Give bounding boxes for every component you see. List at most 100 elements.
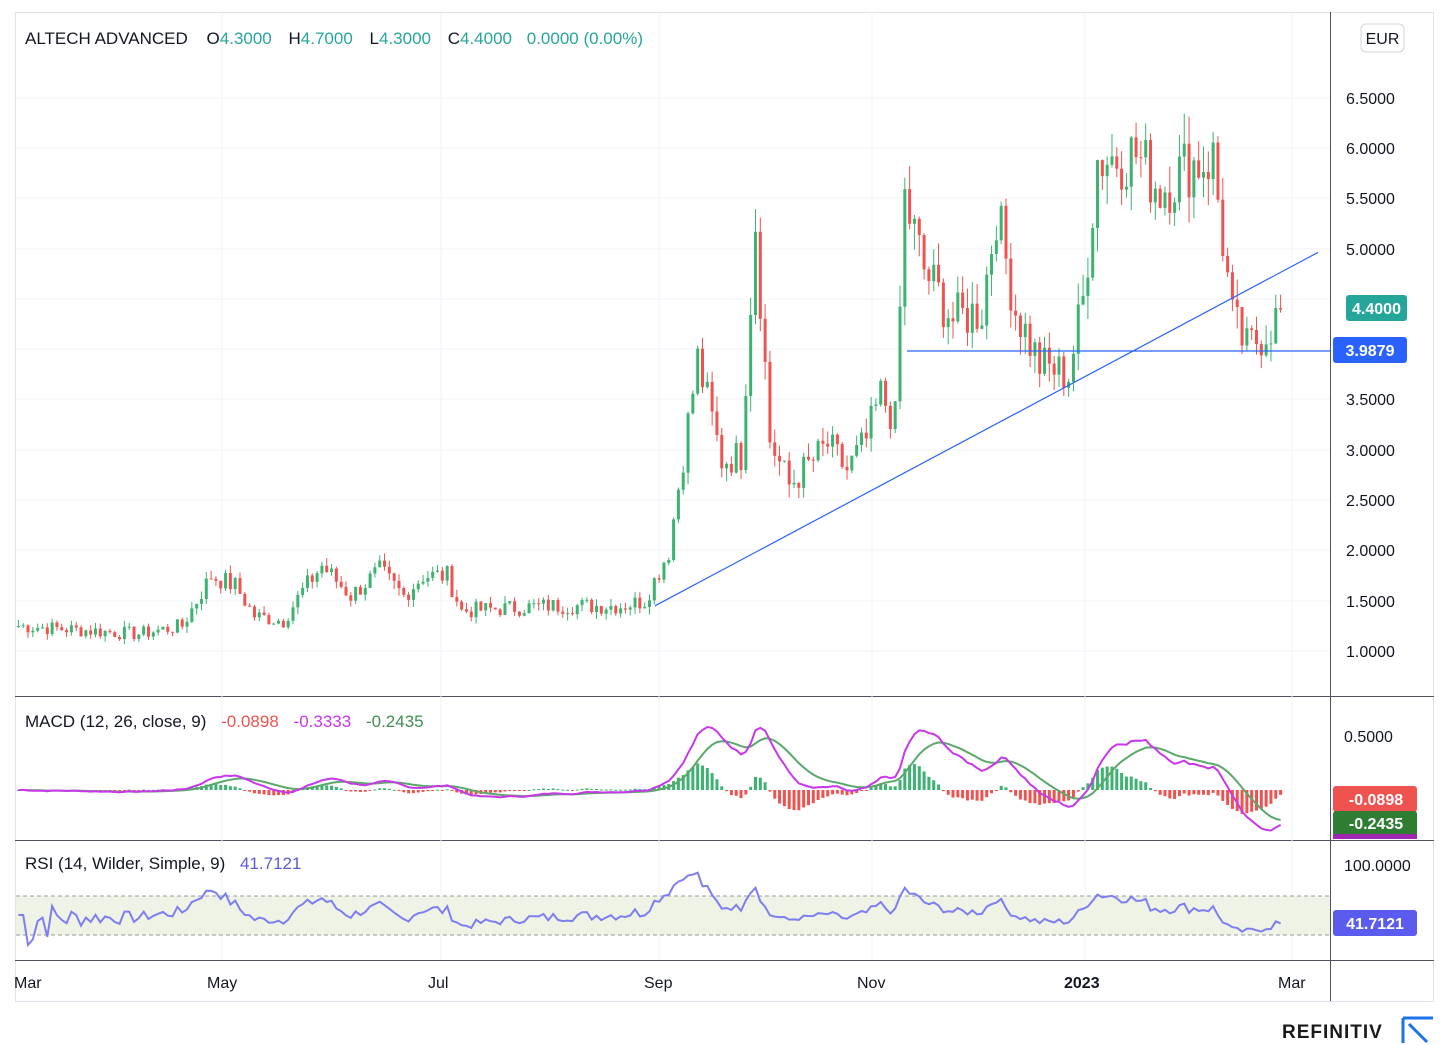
macd-hist-bar [782, 790, 786, 807]
candle-body [753, 231, 757, 315]
macd-hist-bar [729, 790, 733, 796]
candle-body [50, 622, 54, 635]
macd-hist-bar [122, 790, 126, 791]
macd-hist-bar [619, 789, 623, 791]
time-axis[interactable]: Mar May Jul Sep Nov 2023 Mar [14, 975, 1306, 992]
macd-line-value: -0.3333 [294, 712, 352, 731]
rsi-tag: 41.7121 [1333, 910, 1417, 936]
candle-body [1009, 258, 1013, 311]
candle-body [720, 434, 724, 469]
candle-body [349, 595, 353, 601]
candle-body [460, 601, 464, 610]
macd-hist-bar [1081, 787, 1085, 790]
candle-body [994, 240, 998, 255]
candle-body [26, 625, 30, 633]
macd-hist-bar [951, 790, 955, 798]
candle-body [411, 589, 415, 600]
candle-body [1086, 277, 1090, 296]
macd-hist-bar [219, 784, 223, 790]
candle-body [142, 626, 146, 635]
candle-body [551, 600, 555, 611]
macd-hist-bar [455, 790, 459, 793]
candle-body [537, 603, 541, 605]
candle-body [436, 570, 440, 572]
price-axis[interactable]: 6.5000 6.0000 5.5000 5.0000 3.5000 3.0000 2.50… [1346, 91, 1395, 661]
macd-hist-bar [869, 787, 873, 790]
price-tick-label: 2.0000 [1346, 543, 1395, 560]
macd-hist-tag-text: -0.0898 [1349, 792, 1403, 809]
macd-hist-bar [142, 789, 146, 791]
macd-hist-bar [638, 789, 642, 791]
candle-body [1173, 202, 1177, 213]
macd-hist-bar [1259, 790, 1263, 810]
price-tick-label: 6.0000 [1346, 141, 1395, 158]
macd-hist-bar [411, 790, 415, 794]
macd-hist-bar [1100, 767, 1104, 790]
drawing-lines[interactable] [654, 251, 1330, 607]
macd-hist-bar [320, 785, 324, 790]
macd-hist-bar [262, 790, 266, 795]
candle-body [190, 608, 194, 622]
candle-body [1124, 186, 1128, 190]
candle-body [40, 627, 44, 629]
candle-body [1052, 363, 1056, 375]
macd-signal-value: -0.2435 [366, 712, 424, 731]
candle-body [1182, 143, 1186, 157]
candle-body [763, 318, 767, 362]
macd-hist-bar [1240, 790, 1244, 814]
candle-body [797, 482, 801, 488]
macd-hist-bar [1197, 790, 1201, 795]
candle-body [122, 626, 126, 640]
macd-hist-bar [821, 790, 825, 798]
macd-hist-bar [450, 790, 454, 792]
macd-hist-bar [1052, 790, 1056, 803]
rsi-value: 41.7121 [240, 854, 301, 873]
macd-hist-bar [739, 790, 743, 799]
macd-hist-bar [440, 790, 444, 791]
candle-body [628, 607, 632, 610]
candle-body [1105, 164, 1109, 177]
candle-body [874, 404, 878, 406]
macd-hist-bar [990, 790, 994, 794]
candle-body [214, 578, 218, 581]
candle-body [301, 587, 305, 595]
candle-body [330, 568, 334, 573]
candle-body [493, 607, 497, 610]
macd-hist-bar [1047, 790, 1051, 804]
macd-hist-bar [1115, 768, 1119, 790]
currency-button[interactable]: EUR [1360, 23, 1405, 53]
candle-body [1211, 142, 1215, 180]
candle-body [595, 605, 599, 613]
candle-body [84, 630, 88, 637]
macd-hist-bar [705, 767, 709, 790]
macd-hist-bar [1014, 790, 1018, 796]
macd-hist-bar [1245, 790, 1249, 814]
macd-hist-bar [508, 790, 512, 791]
macd-hist-bar [1028, 790, 1032, 804]
candle-body [744, 395, 748, 471]
macd-hist-bar [556, 789, 560, 791]
macd-hist-bar [946, 790, 950, 795]
macd-hist-bar [912, 764, 916, 790]
time-tick-label: 2023 [1064, 975, 1100, 992]
grid [16, 13, 1330, 960]
candle-body [575, 605, 579, 615]
candle-body [522, 613, 526, 616]
macd-hist-bar [1202, 790, 1206, 795]
candle-body [1047, 347, 1051, 364]
price-tick-label: 3.5000 [1346, 392, 1395, 409]
candle-body [864, 432, 868, 439]
candle-body [1221, 199, 1225, 256]
macd-hist-bar [874, 785, 878, 790]
macd-hist-bar [272, 790, 276, 796]
candle-body [291, 607, 295, 621]
macd-hist-bar [792, 790, 796, 811]
macd-hist-bar [132, 790, 136, 791]
candle-body [840, 444, 844, 467]
macd-hist-bar [233, 786, 237, 790]
rsi-band-fill [16, 896, 1330, 935]
macd-hist-bar [845, 790, 849, 796]
macd-hist-bar [725, 790, 729, 792]
macd-hist-bar [917, 766, 921, 790]
